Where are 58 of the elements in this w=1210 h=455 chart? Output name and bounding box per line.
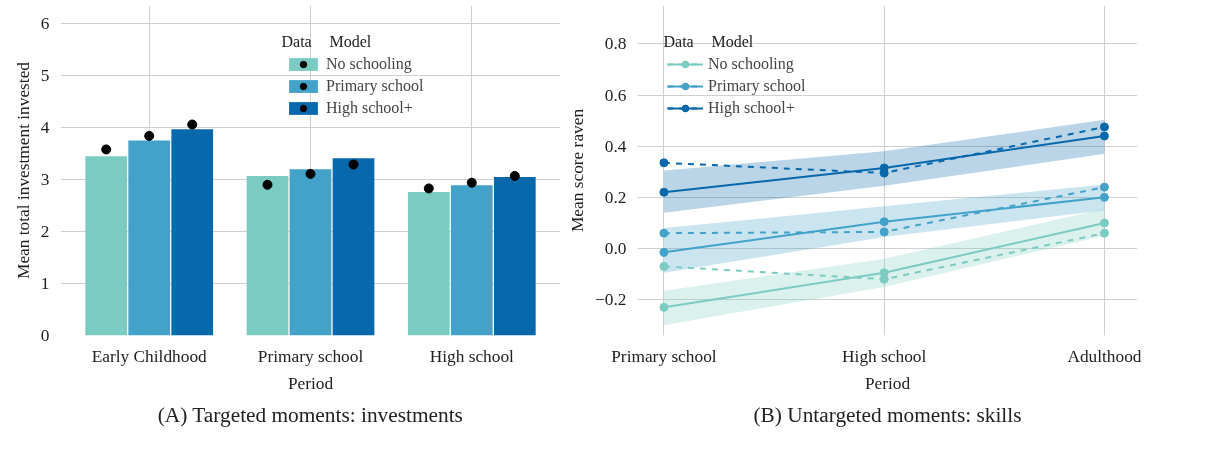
point [879, 217, 889, 227]
bar [332, 158, 375, 336]
y-tick-label: −0.2 [595, 290, 627, 310]
x-tick-label: Primary school [257, 346, 364, 366]
y-axis-title: Mean total investment invested [13, 61, 33, 280]
y-tick-label: 0.4 [604, 136, 627, 156]
bar [450, 185, 493, 336]
point [659, 228, 669, 238]
point [1099, 192, 1109, 202]
text: (B) Untargeted moments: skills [753, 402, 1022, 427]
legend-label: Primary school [708, 77, 806, 95]
y-tick-label: 0.0 [604, 239, 627, 259]
annotation: Model [329, 32, 372, 50]
annotation: Data [663, 32, 694, 50]
point [1099, 131, 1109, 141]
legend-label: High school+ [326, 99, 413, 117]
x-tick-label: Early Childhood [91, 346, 208, 366]
annotation: Data [281, 32, 312, 50]
text: (A) Targeted moments: investments [157, 402, 463, 427]
x-tick-label: Primary school [611, 346, 717, 366]
legend-label: No schooling [326, 55, 412, 73]
y-tick-label: 6 [40, 14, 50, 34]
y-tick-label: 0 [40, 326, 50, 345]
y-tick-label: 0.8 [604, 34, 627, 54]
y-tick-label: 3 [40, 170, 50, 190]
x-tick-label: Adulthood [1067, 346, 1142, 366]
y-axis-title: Mean score raven [568, 108, 588, 233]
bar [289, 169, 332, 336]
y-tick-label: 2 [40, 222, 50, 242]
point [659, 158, 669, 168]
x-axis-title: Period [864, 373, 911, 393]
y-tick-label: 5 [40, 66, 50, 86]
bar [407, 192, 450, 336]
point [879, 227, 889, 237]
x-tick-label: High school [842, 346, 927, 366]
x-tick-label: High school [429, 346, 515, 366]
point [659, 261, 669, 271]
y-tick-label: 0.2 [604, 187, 627, 207]
legend-label: Primary school [326, 77, 424, 95]
bar [246, 175, 289, 336]
point [659, 247, 669, 257]
bar [128, 140, 171, 336]
bar [171, 129, 214, 336]
point [1099, 218, 1109, 228]
point [1099, 122, 1109, 132]
legend-label: No schooling [708, 55, 794, 73]
point [1099, 228, 1109, 238]
bar [493, 177, 536, 336]
y-tick-label: 1 [40, 274, 50, 294]
bar [85, 156, 128, 336]
annotation: Model [711, 32, 754, 50]
point [659, 187, 669, 197]
legend-label: High school+ [708, 99, 795, 117]
y-tick-label: 0.6 [604, 85, 627, 105]
y-tick-label: 4 [40, 118, 50, 138]
x-axis-title: Period [287, 373, 334, 393]
point [659, 302, 669, 312]
point [1099, 182, 1109, 192]
